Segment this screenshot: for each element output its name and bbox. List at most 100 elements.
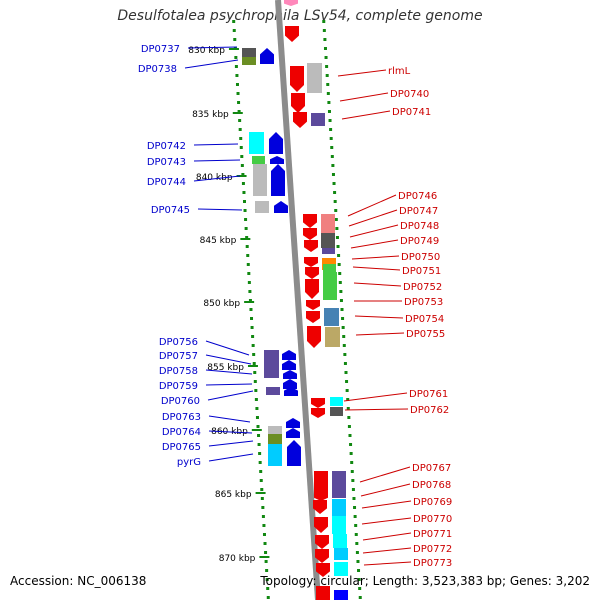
- tick-ring-dot: [264, 560, 268, 563]
- feature-box: [334, 562, 348, 576]
- kbp-tick-label: 850 kbp: [203, 299, 240, 309]
- gene-arrow-reverse: [303, 214, 317, 228]
- tick-ring-dot: [238, 128, 242, 131]
- gene-label-DP0748: DP0748: [400, 221, 439, 232]
- tick-ring-dot: [327, 101, 331, 104]
- gene-arrow-reverse: [305, 279, 319, 299]
- kbp-tick-label: 870 kbp: [219, 554, 256, 564]
- gene-label-rlmL: rlmL: [388, 66, 411, 77]
- feature-box: [334, 548, 348, 560]
- gene-arrow-forward: [282, 350, 296, 360]
- tick-ring-dot: [244, 218, 248, 221]
- feature-box: [332, 499, 346, 516]
- tick-ring-dot: [349, 452, 353, 455]
- tick-ring-dot: [338, 281, 342, 284]
- gene-arrow-forward: [286, 428, 300, 438]
- gene-arrow-forward: [270, 156, 284, 164]
- gene-arrow-forward: [282, 360, 296, 370]
- tick-ring-dot: [325, 74, 329, 77]
- tick-ring-dot: [352, 497, 356, 500]
- feature-box: [322, 248, 335, 254]
- gene-arrow-reverse: [303, 228, 317, 240]
- gene-arrow-reverse: [304, 257, 318, 267]
- feature-box: [264, 350, 279, 378]
- tick-ring-dot: [255, 416, 259, 419]
- tick-ring-dot: [261, 515, 265, 518]
- kbp-tick-label: 830 kbp: [188, 46, 225, 56]
- tick-ring-dot: [241, 182, 245, 185]
- gene-label-DP0755: DP0755: [406, 329, 445, 340]
- gene-arrow-forward: [269, 132, 283, 154]
- tick-ring-dot: [358, 596, 362, 599]
- tick-ring-dot: [234, 65, 238, 68]
- feature-box: [325, 327, 340, 347]
- gene-arrow-reverse: [304, 240, 318, 252]
- label-connector: [349, 224, 399, 238]
- tick-ring-dot: [240, 155, 244, 158]
- tick-ring-dot: [241, 173, 245, 176]
- gene-label-DP0757: DP0757: [159, 351, 198, 362]
- label-connector: [362, 532, 412, 541]
- label-connector: [339, 92, 389, 102]
- tick-ring-dot: [333, 200, 337, 203]
- tick-ring-dot: [260, 497, 264, 500]
- tick-ring-dot: [258, 452, 262, 455]
- tick-ring-dot: [337, 263, 341, 266]
- tick-ring-dot: [232, 29, 236, 32]
- tick-ring-dot: [262, 524, 266, 527]
- feature-box: [307, 63, 322, 93]
- label-connector: [362, 547, 412, 554]
- tick-ring-dot: [339, 299, 343, 302]
- feature-box: [323, 264, 336, 272]
- tick-ring-dot: [347, 416, 351, 419]
- tick-ring-dot: [242, 191, 246, 194]
- tick-ring-dot: [243, 200, 246, 203]
- tick-ring-dot: [329, 128, 333, 131]
- genome-summary-text: Topology: circular; Length: 3,523,383 bp…: [260, 574, 590, 588]
- feature-box: [332, 471, 346, 495]
- label-connector: [348, 209, 398, 227]
- gene-label-DP0737: DP0737: [141, 44, 180, 55]
- tick-ring-dot: [331, 164, 335, 167]
- feature-box: [321, 233, 335, 248]
- feature-box: [333, 534, 347, 548]
- tick-ring-dot: [354, 524, 358, 527]
- label-connector: [360, 483, 411, 497]
- tick-ring-dot: [251, 344, 255, 347]
- tick-ring-dot: [251, 335, 255, 338]
- tick-ring-dot: [355, 542, 359, 545]
- tick-ring-dot: [323, 47, 327, 50]
- tick-ring-dot: [235, 83, 239, 86]
- tick-ring-dot: [322, 20, 326, 23]
- gene-label-DP0742: DP0742: [147, 141, 186, 152]
- tick-ring-dot: [334, 209, 338, 212]
- tick-ring-dot: [259, 479, 263, 482]
- tick-ring-dot: [245, 245, 249, 248]
- gene-arrow-forward: [260, 48, 274, 64]
- label-connector: [184, 59, 239, 69]
- gene-label-DP0744: DP0744: [147, 177, 186, 188]
- feature-box: [334, 590, 348, 600]
- feature-box: [242, 48, 256, 57]
- kbp-tick-label: 855 kbp: [207, 363, 244, 373]
- feature-box: [253, 164, 267, 196]
- tick-ring-dot: [353, 515, 357, 518]
- feature-box: [249, 132, 264, 154]
- gene-arrow-forward: [287, 440, 301, 466]
- tick-ring-dot: [233, 38, 237, 41]
- tick-ring-dot: [234, 56, 238, 59]
- tick-ring-dot: [332, 182, 336, 185]
- tick-ring-dot: [346, 398, 350, 401]
- tick-ring-dot: [357, 578, 361, 581]
- tick-ring-dot: [248, 299, 252, 302]
- tick-ring-dot: [247, 272, 251, 275]
- tick-ring-dot: [354, 533, 358, 536]
- gene-label-DP0767: DP0767: [412, 463, 451, 474]
- kbp-tick-label: 865 kbp: [215, 490, 252, 500]
- feature-box: [332, 495, 346, 498]
- label-connector: [197, 208, 243, 211]
- tick-ring-dot: [240, 164, 244, 167]
- tick-ring-dot: [238, 119, 242, 122]
- gene-label-DP0771: DP0771: [413, 529, 452, 540]
- tick-ring-dot: [333, 191, 337, 194]
